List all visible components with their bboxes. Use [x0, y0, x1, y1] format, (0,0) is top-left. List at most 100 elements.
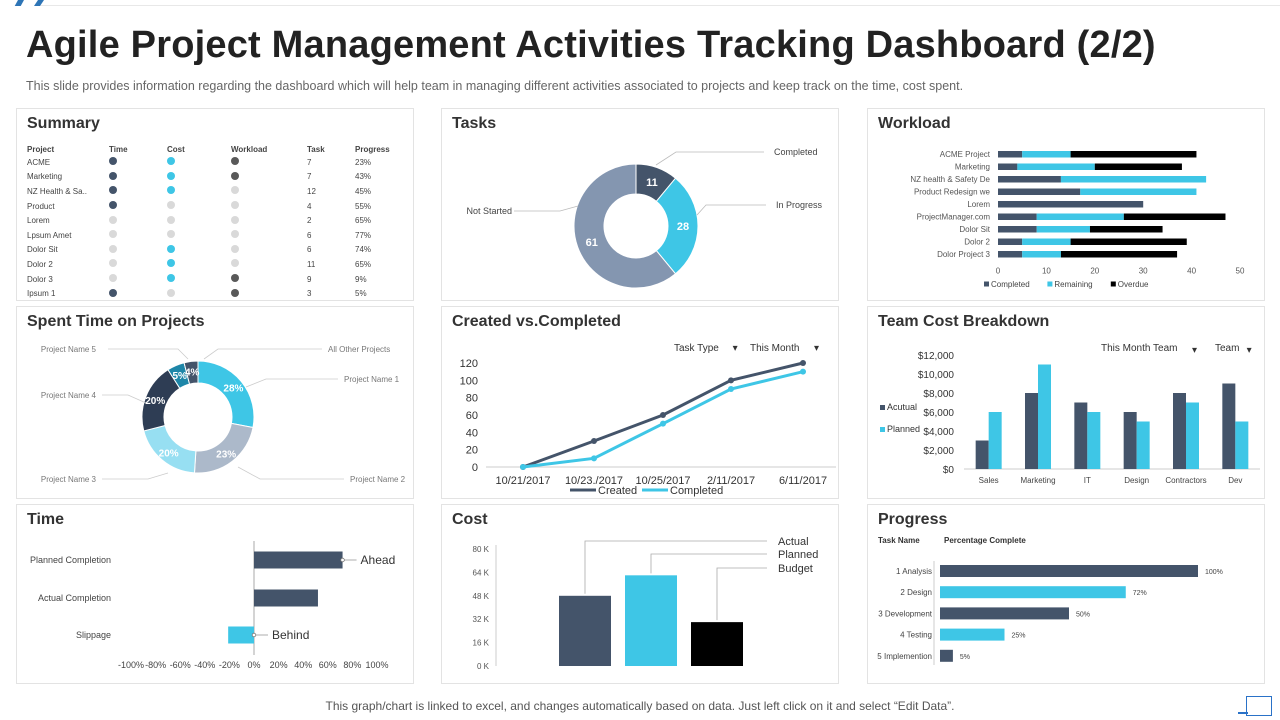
cost-leader-line [584, 540, 767, 594]
cost-bar [559, 595, 611, 666]
summary-dot-cell [229, 272, 305, 287]
cost-y-tick: 32 K [473, 615, 490, 624]
workload-bar-segment [998, 163, 1018, 170]
summary-task-cell: 6 [307, 245, 312, 255]
created-data-point [728, 377, 734, 384]
spent-slice-value: 20% [145, 396, 165, 407]
spent-slice-label: Project Name 5 [41, 345, 97, 354]
progress-value-label: 72% [1133, 590, 1147, 597]
summary-time-dot [109, 244, 117, 253]
progress-value-label: 5% [960, 654, 970, 661]
workload-bar-segment [1094, 163, 1182, 170]
workload-legend-swatch [984, 281, 989, 287]
spent-slice-label: Project Name 1 [344, 375, 400, 384]
time-x-tick: -40% [194, 660, 215, 670]
summary-workload-dot [231, 288, 239, 297]
created-legend-label: Created [598, 485, 637, 497]
teamcost-x-tick: Marketing [1020, 476, 1055, 485]
tasks-title: Tasks [452, 115, 497, 132]
time-bar-chart: Planned Completion Actual Completion Slipp… [30, 541, 395, 670]
summary-header-row: Project Time Cost Workload Task Progress [25, 143, 407, 155]
time-x-tick: -60% [170, 660, 191, 670]
summary-cost-dot [167, 274, 175, 283]
summary-dot-cell [165, 272, 229, 287]
summary-progress-cell: 9% [355, 274, 367, 284]
progress-bar [940, 649, 953, 662]
spent-slice [183, 360, 199, 385]
spent-slice-value: 28% [223, 384, 243, 395]
summary-time-dot [109, 171, 117, 180]
time-panel: Time Planned Completion Actual Completion… [16, 504, 414, 684]
created-y-tick: 80 [466, 393, 478, 405]
summary-project-cell: Dolor Sit [27, 245, 58, 255]
progress-bar-chart: Task Name Percentage Complete 1 Analysis 10… [877, 536, 1223, 665]
workload-bar-segment [998, 226, 1037, 233]
workload-legend-swatch [1047, 281, 1053, 287]
created-x-tick: 6/11/2017 [779, 475, 827, 487]
tasks-panel: Tasks 11 28 61 Completed In Progress Not Star… [441, 108, 839, 301]
summary-time-dot [109, 230, 117, 239]
workload-bar-segment [998, 151, 1023, 158]
summary-row: Lpsum Amet 6 77% [25, 228, 407, 243]
cost-leader-line [716, 567, 767, 621]
summary-header: Workload [231, 144, 268, 154]
summary-progress-cell: 55% [355, 201, 372, 211]
workload-legend-label: Overdue [1118, 280, 1149, 289]
summary-cost-dot [167, 259, 175, 268]
progress-bar [940, 628, 1005, 641]
teamcost-x-tick: Contractors [1165, 476, 1206, 485]
summary-dot-cell [229, 199, 305, 214]
teamcost-filter-dropdown: This Month Team [1101, 343, 1178, 354]
workload-bar-segment [1022, 251, 1061, 258]
workload-x-tick: 40 [1187, 267, 1196, 276]
workload-bar-segment [1123, 213, 1226, 220]
cost-y-tick: 80 K [473, 545, 490, 554]
summary-task-cell: 2 [307, 216, 312, 226]
summary-row: Ipsum 1 3 5% [25, 286, 407, 301]
summary-header: Cost [167, 144, 185, 154]
tasks-slice [573, 163, 677, 289]
workload-bar-segment [998, 201, 1144, 208]
workload-bar-segment [1036, 213, 1124, 220]
workload-x-tick: 10 [1042, 267, 1051, 276]
created-x-tick: 2/11/2017 [707, 475, 755, 487]
summary-dot-cell [165, 213, 229, 228]
workload-category-label: Dolor Sit [959, 225, 990, 234]
summary-progress-cell: 74% [355, 245, 372, 255]
summary-time-dot [109, 186, 117, 195]
tasks-leader-line [696, 204, 766, 216]
teamcost-x-tick: Design [1124, 476, 1149, 485]
time-bar [254, 551, 343, 569]
workload-bar-segment [1022, 238, 1071, 245]
summary-project-cell: Lpsum Amet [27, 230, 72, 240]
cost-bar-label: Actual [778, 536, 809, 548]
summary-dot-cell [165, 243, 229, 258]
spent-slice-label: Project Name 2 [350, 475, 406, 484]
workload-panel: Workload ACME Project Marketing NZ health … [867, 108, 1265, 301]
cost-y-tick: 16 K [473, 639, 490, 648]
teamcost-y-tick: $12,000 [918, 351, 955, 362]
spent-slice-value: 20% [159, 448, 179, 459]
spent-slice-label: All Other Projects [328, 345, 390, 354]
progress-column-header: Percentage Complete [944, 536, 1026, 545]
summary-row: Dolor Sit 6 74% [25, 243, 407, 258]
corner-decoration-box [1246, 696, 1272, 716]
summary-cost-dot [167, 157, 175, 166]
time-x-tick: -80% [145, 660, 166, 670]
created-data-point [800, 360, 806, 366]
summary-dot-cell [229, 228, 305, 243]
spent-slice-value: 5% [173, 371, 188, 382]
top-accent-stripe-1 [14, 0, 24, 6]
summary-row: Lorem 2 65% [25, 213, 407, 228]
teamcost-legend-label: Acutual [887, 402, 917, 412]
workload-category-label: Marketing [955, 163, 990, 172]
chevron-down-icon: ▾ [814, 343, 819, 354]
summary-dot-cell [165, 199, 229, 214]
teamcost-bar [1186, 402, 1199, 469]
progress-task-label: 4 Testing [900, 631, 932, 640]
created-legend-label: Completed [670, 485, 723, 497]
workload-category-label: Dolor Project 3 [937, 250, 990, 259]
summary-dot-cell [107, 286, 165, 301]
top-accent-stripe-2 [34, 0, 44, 6]
summary-project-cell: Marketing [27, 172, 63, 182]
